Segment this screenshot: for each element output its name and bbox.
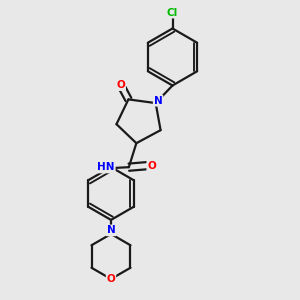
Text: Cl: Cl xyxy=(167,8,178,18)
Text: O: O xyxy=(147,161,156,171)
Text: O: O xyxy=(106,274,116,284)
Text: O: O xyxy=(116,80,125,90)
Text: N: N xyxy=(154,96,162,106)
Text: N: N xyxy=(106,225,116,236)
Text: HN: HN xyxy=(97,163,115,172)
